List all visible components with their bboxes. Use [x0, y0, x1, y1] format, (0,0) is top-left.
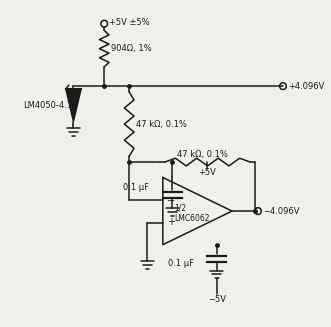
Text: 904Ω, 1%: 904Ω, 1% [111, 44, 152, 53]
Text: 47 kΩ, 0.1%: 47 kΩ, 0.1% [136, 120, 187, 129]
Text: 0.1 μF: 0.1 μF [167, 259, 194, 268]
Text: −: − [167, 196, 175, 206]
Text: +4.096V: +4.096V [288, 82, 324, 91]
Text: −4.096V: −4.096V [263, 207, 299, 215]
Text: +5V ±5%: +5V ±5% [109, 18, 150, 27]
Polygon shape [66, 89, 81, 122]
Text: 1/2
LMC6062: 1/2 LMC6062 [174, 203, 210, 223]
Text: 0.1 μF: 0.1 μF [123, 182, 149, 192]
Text: 47 kΩ, 0.1%: 47 kΩ, 0.1% [177, 150, 228, 159]
Text: LM4050-4.1: LM4050-4.1 [24, 101, 72, 110]
Text: +5V: +5V [198, 168, 216, 177]
Text: +: + [167, 216, 175, 227]
Text: −5V: −5V [208, 295, 226, 304]
